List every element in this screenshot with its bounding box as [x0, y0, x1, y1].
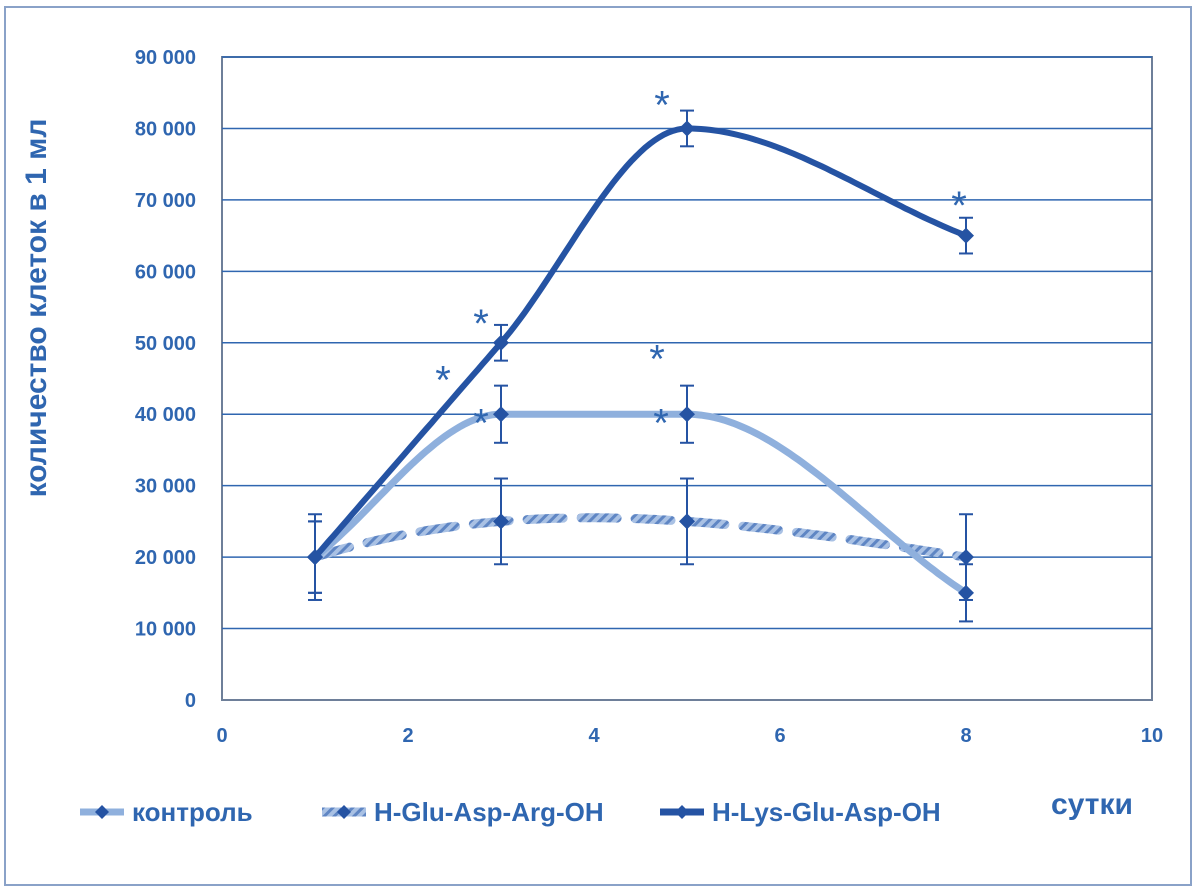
data-point-1-3 [958, 549, 974, 566]
series-1-line [310, 513, 971, 562]
legend-item-0: контроль [80, 797, 253, 827]
gridlines [222, 56, 1152, 630]
series-2-markers: * * * [307, 84, 974, 594]
y-tick-label-4: 40 000 [135, 404, 196, 426]
legend-label-1: H-Glu-Asp-Arg-OH [374, 797, 604, 827]
significance-mark-0-1: * [435, 359, 451, 403]
series-2-line [312, 125, 969, 561]
y-tick-label-2: 20 000 [135, 547, 196, 569]
series-0-line [311, 410, 970, 597]
data-point-2-0 [307, 549, 323, 566]
legend-marker-2 [675, 805, 689, 819]
series-1 [310, 513, 971, 562]
series-2 [312, 125, 969, 561]
legend-marker-1 [337, 805, 351, 819]
data-point-2-3 [958, 227, 974, 244]
series-layer: * ** **** [307, 84, 974, 623]
legend: контроль H-Glu-Asp-Arg-OH H-Lys-Glu-Asp-OH [80, 797, 941, 827]
data-point-2-2 [679, 120, 695, 137]
legend-label-2: H-Lys-Glu-Asp-OH [712, 797, 941, 827]
significance-mark-1-1: * [473, 402, 489, 446]
x-tick-label-3: 6 [774, 725, 785, 747]
significance-mark-2-1: * [473, 302, 489, 346]
y-tick-label-7: 70 000 [135, 190, 196, 212]
y-tick-label-1: 10 000 [135, 619, 196, 641]
legend-marker-0 [95, 805, 109, 819]
legend-label-0: контроль [132, 797, 253, 827]
series-0-markers: * * [307, 338, 974, 623]
significance-mark-2-2: * [654, 84, 670, 128]
y-tick-label-0: 0 [185, 690, 196, 712]
data-point-0-2 [679, 406, 695, 423]
data-point-0-1 [493, 406, 509, 423]
y-tick-label-3: 30 000 [135, 476, 196, 498]
significance-mark-1-2: * [653, 402, 669, 446]
data-point-2-1 [493, 334, 509, 351]
data-point-1-2 [679, 513, 695, 530]
legend-item-2: H-Lys-Glu-Asp-OH [660, 797, 941, 827]
x-tick-label-2: 4 [588, 725, 600, 747]
y-tick-label-8: 80 000 [135, 118, 196, 140]
x-tick-labels: 0 2 4 6 8 10 [216, 725, 1163, 747]
data-point-1-1 [493, 513, 509, 530]
significance-mark-2-3: * [951, 184, 967, 228]
y-tick-label-6: 60 000 [135, 261, 196, 283]
x-axis-label: сутки [1051, 788, 1133, 821]
legend-item-1: H-Glu-Asp-Arg-OH [322, 797, 604, 827]
x-tick-label-4: 8 [960, 725, 971, 747]
significance-mark-0-2: * [649, 338, 665, 382]
y-tick-label-5: 50 000 [135, 333, 196, 355]
y-tick-label-9: 90 000 [135, 47, 196, 69]
chart-frame [4, 6, 1192, 886]
y-tick-labels: 0 10 000 20 000 30 000 40 000 50 000 60 000 70 … [135, 47, 196, 712]
series-0 [311, 410, 970, 597]
x-tick-label-5: 10 [1141, 725, 1163, 747]
x-tick-label-1: 2 [402, 725, 413, 747]
plot-area [221, 56, 1153, 701]
series-1-markers: * * [307, 402, 974, 601]
y-axis-label: количество клеток в 1 мл [20, 119, 53, 498]
x-tick-label-0: 0 [216, 725, 227, 747]
